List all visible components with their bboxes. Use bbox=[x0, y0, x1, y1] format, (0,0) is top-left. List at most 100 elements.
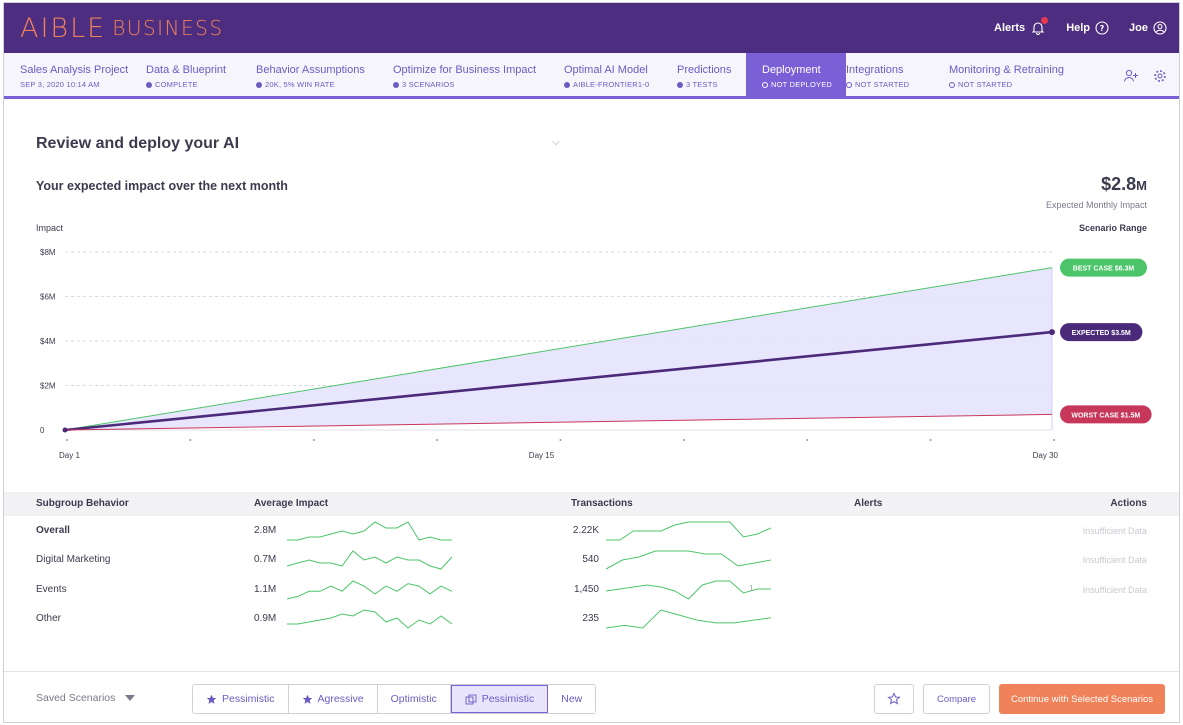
x-tick-mark bbox=[682, 439, 685, 441]
impact-sparkline bbox=[287, 550, 452, 570]
subgroup-name: Events bbox=[36, 584, 67, 595]
check-circle-icon bbox=[146, 81, 152, 88]
logo[interactable]: AIBLE BUSINESS bbox=[20, 12, 224, 44]
x-tick-label: Day 30 bbox=[1033, 451, 1059, 460]
range-badge-label: EXPECTED $3.5M bbox=[1072, 330, 1131, 337]
action-status: Insufficient Data bbox=[1082, 555, 1147, 565]
step-status: NOT STARTED bbox=[846, 80, 909, 89]
star-icon bbox=[302, 694, 312, 704]
scenario-button-pessimistic[interactable]: Pessimistic bbox=[450, 685, 549, 713]
step-status-text: 3 SCENARIOS bbox=[402, 80, 455, 89]
series-line-best-case bbox=[64, 267, 1053, 431]
step-title: Sales Analysis Project bbox=[20, 64, 129, 76]
step-actions bbox=[1123, 69, 1167, 83]
step-title: Predictions bbox=[677, 64, 732, 76]
continue-button[interactable]: Continue with Selected Scenarios bbox=[999, 684, 1165, 714]
range-badge-best-case bbox=[1060, 258, 1147, 277]
scenario-label: Agressive bbox=[317, 693, 364, 705]
step-deployment[interactable]: Deployment NOT DEPLOYED bbox=[746, 53, 846, 96]
step-predictions[interactable]: Predictions 3 TESTS bbox=[677, 53, 731, 96]
y-tick-label: $2M bbox=[40, 382, 56, 391]
avg-impact-value: 1.1M bbox=[254, 584, 277, 595]
help-button[interactable]: Help ? bbox=[1066, 21, 1109, 35]
x-tick-label: Day 15 bbox=[529, 451, 555, 460]
step-monitoring-retraining[interactable]: Monitoring & Retraining NOT STARTED bbox=[949, 53, 1064, 96]
scenario-button-optimistic[interactable]: Optimistic bbox=[377, 685, 451, 713]
compare-button[interactable]: Compare bbox=[923, 684, 990, 714]
table-row[interactable]: Digital Marketing 0.7M 540 Insufficient Dat… bbox=[4, 546, 1179, 575]
impact-sparkline bbox=[287, 521, 452, 541]
check-circle-icon bbox=[564, 81, 570, 88]
alerts-button[interactable]: Alerts bbox=[994, 17, 1049, 36]
step-title: Optimize for Business Impact bbox=[393, 64, 537, 76]
saved-scenarios-label: Saved Scenarios bbox=[36, 692, 116, 704]
step-title: Optimal AI Model bbox=[564, 64, 648, 76]
transactions-value: 2.22K bbox=[572, 525, 599, 536]
col-transactions: Transactions bbox=[571, 498, 633, 509]
empty-circle-icon bbox=[949, 81, 955, 88]
col-actions: Actions bbox=[1110, 498, 1147, 509]
step-status-text: NOT STARTED bbox=[855, 80, 910, 89]
svg-text:?: ? bbox=[1100, 24, 1105, 33]
gear-icon[interactable] bbox=[1153, 69, 1167, 83]
step-status: 3 SCENARIOS bbox=[393, 80, 536, 89]
step-integrations[interactable]: Integrations NOT STARTED bbox=[846, 53, 909, 96]
step-sales-analysis-project[interactable]: Sales Analysis Project SEP 3, 2020 10:14 … bbox=[20, 53, 128, 96]
table-row[interactable]: Overall 2.8M 2.22K Insufficient Data bbox=[4, 517, 1179, 546]
chevron-down-icon[interactable]: ⌵ bbox=[552, 137, 560, 148]
impact-caption: Expected Monthly Impact bbox=[1045, 200, 1147, 210]
avg-impact-value: 2.8M bbox=[254, 525, 277, 536]
saved-scenarios-dropdown[interactable]: Saved Scenarios bbox=[36, 692, 136, 704]
caret-down-icon bbox=[125, 695, 136, 701]
scenario-range-label: Scenario Range bbox=[1078, 223, 1147, 233]
alert-dot bbox=[1041, 17, 1049, 24]
scenario-button-pessimistic[interactable]: Pessimistic bbox=[193, 685, 289, 713]
col-subgroup: Subgroup Behavior bbox=[36, 498, 129, 509]
app-window: AIBLE BUSINESS Alerts Help ? Joe Sales A… bbox=[3, 2, 1180, 723]
step-status: AIBLE-FRONTIER1-0 bbox=[564, 80, 649, 89]
logo-main: AIBLE bbox=[20, 12, 107, 44]
impact-unit: M bbox=[1136, 178, 1147, 193]
step-status: 3 TESTS bbox=[677, 80, 731, 89]
series-start-point bbox=[62, 427, 68, 433]
chart-y-label: Impact bbox=[36, 223, 64, 233]
copy-icon bbox=[465, 694, 477, 704]
favorite-button[interactable] bbox=[874, 684, 914, 714]
scenario-label: Optimistic bbox=[390, 693, 437, 705]
step-title: Data & Blueprint bbox=[146, 64, 227, 76]
step-behavior-assumptions[interactable]: Behavior Assumptions 20K, 5% WIN RATE bbox=[256, 53, 365, 96]
empty-circle-icon bbox=[846, 81, 852, 88]
add-user-icon[interactable] bbox=[1123, 69, 1139, 83]
table-row[interactable]: Events 1.1M 1,450 1 Insufficient Data bbox=[4, 576, 1179, 605]
range-badge-worst-case bbox=[1060, 405, 1152, 424]
step-status-text: NOT STARTED bbox=[958, 80, 1013, 89]
step-status: NOT DEPLOYED bbox=[762, 80, 846, 89]
user-menu[interactable]: Joe bbox=[1129, 21, 1167, 35]
table-row[interactable]: Other 0.9M 235 bbox=[4, 605, 1179, 634]
check-circle-icon bbox=[256, 81, 262, 88]
x-tick-mark bbox=[436, 439, 439, 441]
x-tick-mark bbox=[559, 439, 562, 441]
page-title: Review and deploy your AI bbox=[36, 135, 240, 152]
scenario-button-agressive[interactable]: Agressive bbox=[288, 685, 378, 713]
impact-sparkline bbox=[287, 609, 452, 629]
step-status-text: 20K, 5% WIN RATE bbox=[265, 80, 335, 89]
step-status-text: NOT DEPLOYED bbox=[771, 80, 833, 89]
alert-count: 1 bbox=[749, 584, 754, 593]
workflow-steps: Sales Analysis Project SEP 3, 2020 10:14 … bbox=[4, 53, 1179, 99]
step-title: Behavior Assumptions bbox=[256, 64, 365, 76]
x-tick-mark bbox=[189, 439, 192, 441]
subgroup-name: Overall bbox=[36, 525, 70, 536]
step-status: NOT STARTED bbox=[949, 80, 1064, 89]
step-optimal-ai-model[interactable]: Optimal AI Model AIBLE-FRONTIER1-0 bbox=[564, 53, 649, 96]
step-optimize-for-business-impact[interactable]: Optimize for Business Impact 3 SCENARIOS bbox=[393, 53, 536, 96]
series-line-expected bbox=[64, 330, 1053, 432]
user-icon bbox=[1153, 21, 1167, 35]
avg-impact-value: 0.7M bbox=[254, 554, 277, 565]
logo-sub: BUSINESS bbox=[112, 16, 224, 40]
step-data-blueprint[interactable]: Data & Blueprint COMPLETE bbox=[146, 53, 226, 96]
range-badge-expected bbox=[1060, 323, 1143, 342]
expected-impact-value: $2.8M bbox=[1101, 174, 1147, 195]
scenario-button-new[interactable]: New bbox=[548, 685, 596, 713]
subgroup-name: Digital Marketing bbox=[36, 554, 111, 565]
